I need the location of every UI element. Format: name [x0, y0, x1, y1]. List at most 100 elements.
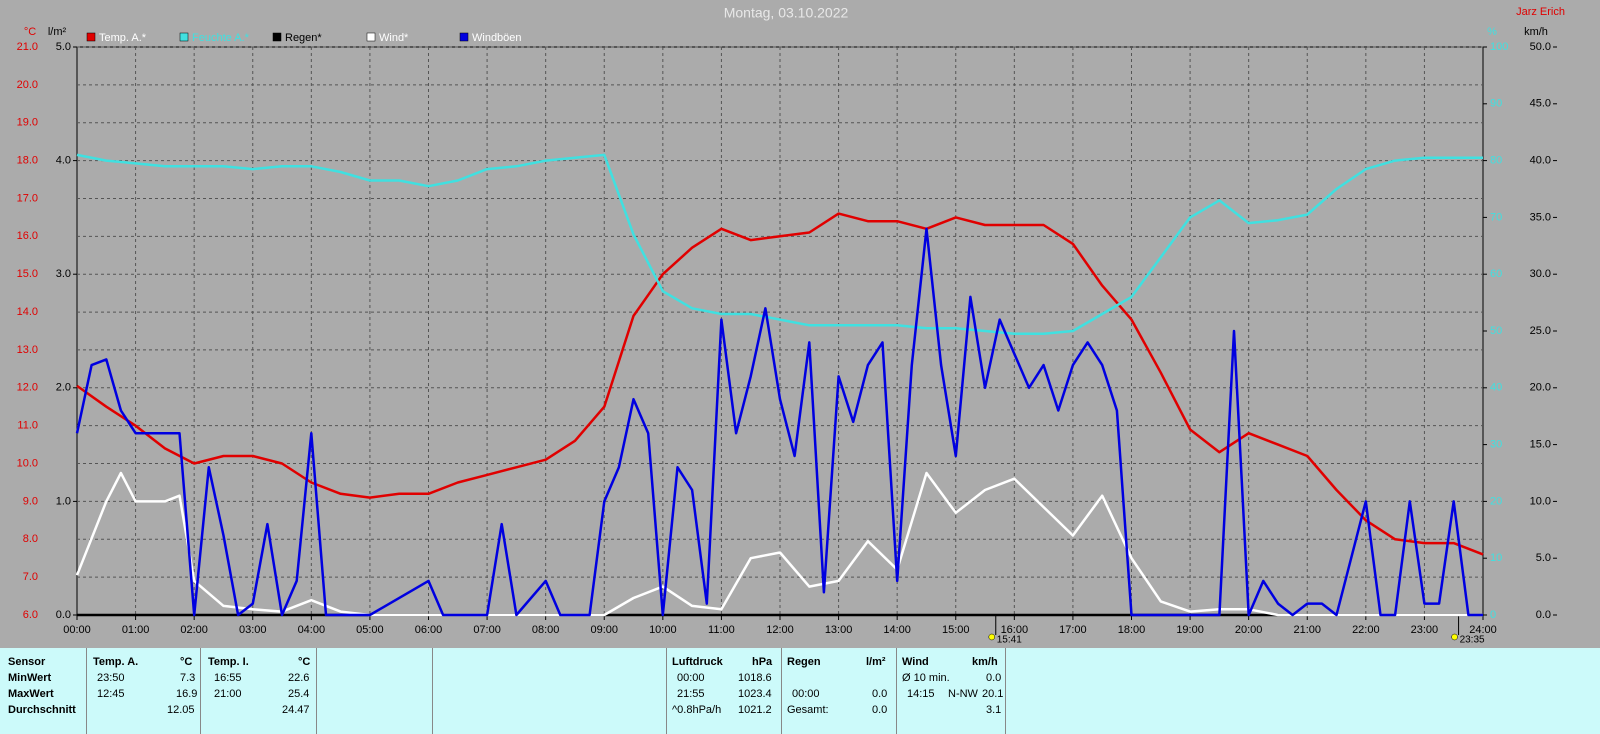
x-tick-label: 23:00	[1411, 624, 1439, 636]
value: 0.0	[872, 704, 888, 716]
header: Regen	[787, 656, 821, 668]
x-tick-label: 11:00	[708, 624, 735, 636]
trend: ^0.8hPa/h	[672, 704, 722, 716]
separator	[781, 648, 782, 734]
direction: N-NW	[948, 688, 978, 700]
legend-label: Feuchte A.*	[192, 32, 250, 44]
wind-tick-label: 20.0	[1530, 382, 1551, 394]
value: 25.4	[288, 688, 310, 700]
header: Temp. I.	[208, 656, 249, 668]
humidity-tick-label: 10	[1490, 552, 1502, 564]
time: 23:50	[97, 672, 125, 684]
value: 1018.6	[738, 672, 772, 684]
unit: km/h	[972, 656, 998, 668]
marker-label: 15:41	[997, 635, 1022, 646]
unit-temp: °C	[24, 26, 36, 38]
value: 22.6	[288, 672, 310, 684]
avg-label: Ø 10 min.	[902, 672, 950, 684]
legend-swatch	[86, 32, 96, 42]
x-tick-label: 10:00	[649, 624, 677, 636]
x-tick-label: 08:00	[532, 624, 560, 636]
time: 14:15	[907, 688, 935, 700]
legend-swatch	[459, 32, 469, 42]
wind-tick-label: 40.0	[1530, 155, 1551, 167]
series-line	[76, 212, 1484, 556]
wind-tick-label: 45.0	[1530, 98, 1551, 110]
value: 0.0	[986, 672, 1002, 684]
legend-label: Wind*	[379, 32, 409, 44]
x-tick-label: 18:00	[1118, 624, 1146, 636]
series-line	[75, 227, 1483, 617]
x-tick-label: 00:00	[63, 624, 91, 636]
humidity-tick-label: 20	[1490, 495, 1502, 507]
wind-tick-label: 25.0	[1530, 325, 1551, 337]
author: Jarz Erich	[1516, 6, 1565, 18]
value: 1021.2	[738, 704, 772, 716]
x-tick-label: 09:00	[590, 624, 618, 636]
humidity-tick-label: 30	[1490, 439, 1502, 451]
value: 0.0	[872, 688, 888, 700]
x-tick-label: 16:00	[1001, 624, 1029, 636]
separator	[86, 648, 87, 734]
x-tick-label: 22:00	[1352, 624, 1380, 636]
x-tick-label: 12:00	[766, 624, 794, 636]
wind-tick-label: 10.0	[1530, 495, 1551, 507]
y-tick-label: 20.0	[17, 79, 38, 91]
rain-tick-label: 2.0	[56, 382, 71, 394]
value: 24.47	[282, 704, 310, 716]
wind-tick-label: 0.0	[1536, 609, 1551, 621]
y-tick-label: 14.0	[17, 306, 38, 318]
legend-label: Temp. A.*	[99, 32, 147, 44]
x-tick-label: 15:00	[942, 624, 970, 636]
humidity-tick-label: 90	[1490, 98, 1502, 110]
chart-title: Montag, 03.10.2022	[724, 5, 849, 21]
y-tick-label: 17.0	[17, 192, 38, 204]
humidity-tick-label: 100	[1490, 41, 1508, 53]
y-tick-label: 7.0	[23, 571, 38, 583]
separator	[200, 648, 201, 734]
row-label: Durchschnitt	[8, 704, 76, 716]
x-tick-label: 21:00	[1293, 624, 1321, 636]
summary-table: Sensor MinWert MaxWert Durchschnitt Temp…	[0, 648, 1600, 734]
unit: °C	[298, 656, 311, 668]
time: 00:00	[792, 688, 820, 700]
series-line	[76, 153, 1483, 336]
separator	[896, 648, 897, 734]
separator	[666, 648, 667, 734]
sun-icon	[1451, 633, 1458, 641]
x-tick-label: 17:00	[1059, 624, 1087, 636]
time: 16:55	[214, 672, 242, 684]
value: 12.05	[167, 704, 195, 716]
y-tick-label: 19.0	[17, 117, 38, 129]
x-tick-label: 13:00	[825, 624, 853, 636]
y-tick-label: 8.0	[23, 533, 38, 545]
rain-tick-label: 5.0	[56, 41, 71, 53]
value: 1023.4	[738, 688, 772, 700]
separator	[432, 648, 433, 734]
header: Sensor	[8, 656, 46, 668]
separator	[1005, 648, 1006, 734]
time: 21:55	[677, 688, 705, 700]
x-tick-label: 04:00	[298, 624, 326, 636]
x-tick-label: 03:00	[239, 624, 267, 636]
legend-swatch	[366, 32, 376, 42]
value: 20.1	[982, 688, 1004, 700]
time: 21:00	[214, 688, 242, 700]
x-tick-label: 06:00	[415, 624, 443, 636]
x-tick-label: 01:00	[122, 624, 150, 636]
legend-label: Regen*	[285, 32, 322, 44]
y-tick-label: 10.0	[17, 457, 38, 469]
x-tick-label: 24:00	[1469, 624, 1497, 636]
unit-rain: l/m²	[48, 26, 67, 38]
sun-icon	[988, 633, 996, 641]
time: 12:45	[97, 688, 125, 700]
y-tick-label: 11.0	[17, 420, 38, 432]
humidity-tick-label: 0	[1490, 609, 1496, 621]
x-tick-label: 02:00	[180, 624, 208, 636]
y-tick-label: 6.0	[23, 609, 38, 621]
wind-tick-label: 50.0	[1530, 41, 1551, 53]
time: 00:00	[677, 672, 705, 684]
unit: °C	[180, 656, 193, 668]
legend-swatch	[179, 32, 189, 42]
